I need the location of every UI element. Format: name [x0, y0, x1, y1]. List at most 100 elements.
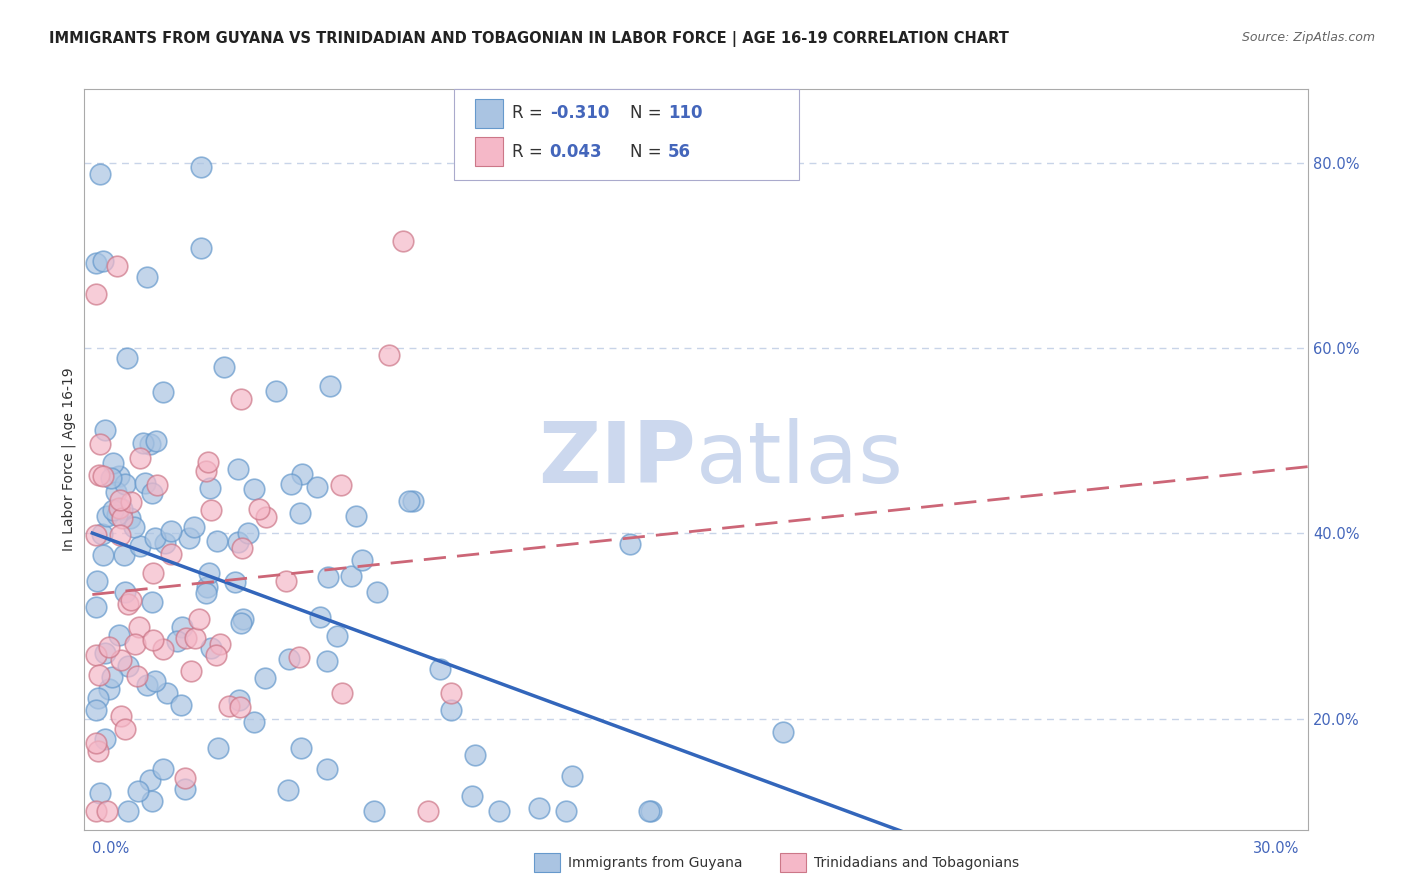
Point — [366, 585, 388, 599]
Point — [86, 804, 108, 818]
Point — [110, 653, 132, 667]
Point — [108, 469, 131, 483]
Point — [264, 384, 287, 399]
Point — [160, 547, 183, 561]
Point — [141, 794, 163, 808]
Point — [173, 781, 195, 796]
Point — [94, 732, 117, 747]
Point — [110, 709, 132, 723]
Point — [134, 476, 156, 491]
Point — [316, 654, 339, 668]
Point — [128, 451, 150, 466]
Point — [156, 686, 179, 700]
Point — [344, 508, 367, 523]
Point — [619, 537, 641, 551]
Point — [117, 658, 139, 673]
Point — [529, 801, 551, 815]
Point — [143, 673, 166, 688]
Point — [128, 620, 150, 634]
Point — [110, 528, 132, 542]
Point — [440, 703, 463, 717]
Point — [205, 533, 228, 548]
Point — [117, 597, 139, 611]
Point — [772, 724, 794, 739]
Point — [232, 612, 254, 626]
Text: R =: R = — [512, 143, 548, 161]
Text: -0.310: -0.310 — [550, 104, 609, 122]
Text: 30.0%: 30.0% — [1253, 840, 1299, 855]
Point — [287, 650, 309, 665]
Point — [316, 763, 339, 777]
Point — [179, 531, 201, 545]
Point — [194, 464, 217, 478]
Point — [231, 541, 253, 555]
Point — [330, 478, 353, 492]
Point — [187, 612, 209, 626]
Point — [391, 234, 413, 248]
Point — [124, 637, 146, 651]
Text: 0.0%: 0.0% — [93, 840, 129, 855]
Point — [254, 510, 277, 524]
Point — [183, 519, 205, 533]
Point — [242, 482, 264, 496]
Point — [90, 527, 112, 541]
Point — [142, 632, 165, 647]
Point — [316, 570, 339, 584]
Point — [229, 700, 252, 714]
Point — [145, 434, 167, 449]
Point — [110, 493, 132, 508]
Point — [139, 772, 162, 787]
Point — [143, 531, 166, 545]
Text: IMMIGRANTS FROM GUYANA VS TRINIDADIAN AND TOBAGONIAN IN LABOR FORCE | AGE 16-19 : IMMIGRANTS FROM GUYANA VS TRINIDADIAN AN… — [49, 31, 1010, 47]
Point — [136, 269, 159, 284]
Point — [200, 640, 222, 655]
Point — [120, 511, 142, 525]
Point — [309, 610, 332, 624]
Point — [96, 508, 118, 523]
Point — [86, 256, 108, 270]
Point — [205, 648, 228, 663]
Point — [218, 699, 240, 714]
Point — [461, 789, 484, 804]
Point — [194, 586, 217, 600]
Point — [86, 574, 108, 589]
Point — [101, 503, 124, 517]
Point — [200, 482, 222, 496]
Point — [153, 535, 176, 549]
Point — [112, 549, 135, 563]
Point — [114, 477, 136, 491]
Point — [638, 804, 661, 818]
Point — [86, 736, 108, 750]
Point — [402, 494, 425, 508]
Point — [91, 253, 114, 268]
Point — [87, 668, 110, 682]
Point — [89, 786, 111, 800]
Point — [152, 642, 174, 657]
Point — [208, 637, 231, 651]
Point — [190, 160, 212, 174]
Text: atlas: atlas — [696, 417, 904, 501]
Text: 110: 110 — [668, 104, 703, 122]
Point — [159, 524, 181, 539]
Point — [93, 646, 115, 660]
Point — [141, 486, 163, 500]
Point — [190, 240, 212, 254]
Point — [555, 804, 578, 818]
Point — [231, 392, 253, 407]
Point — [398, 493, 420, 508]
Point — [350, 553, 373, 567]
Point — [101, 670, 124, 684]
Point — [129, 539, 152, 553]
Point — [117, 804, 139, 818]
Point — [418, 804, 440, 818]
Point — [86, 287, 108, 301]
Point — [183, 632, 205, 646]
Text: R =: R = — [512, 104, 548, 122]
Point — [226, 461, 249, 475]
Point — [87, 691, 110, 706]
Point — [141, 595, 163, 609]
Text: Immigrants from Guyana: Immigrants from Guyana — [568, 856, 742, 871]
Point — [96, 804, 118, 818]
Point — [197, 580, 219, 594]
Point — [108, 501, 131, 516]
